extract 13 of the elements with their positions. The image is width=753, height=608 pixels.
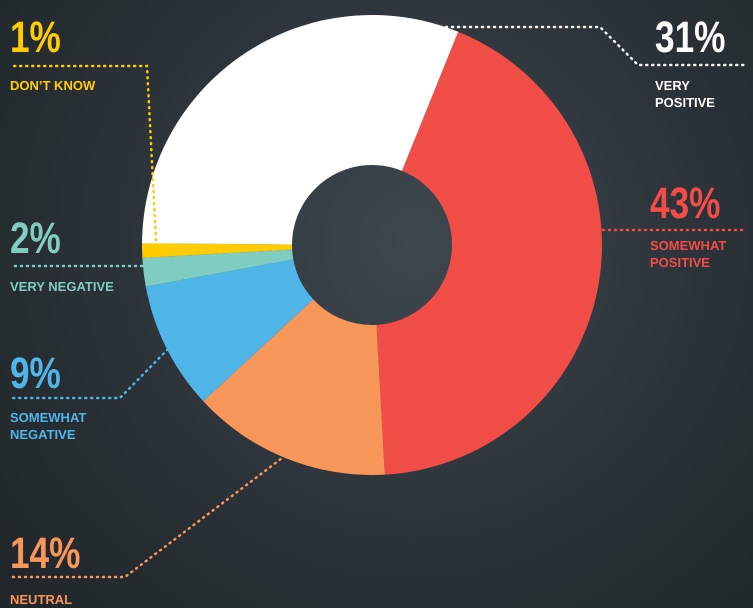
donut-slice (142, 243, 292, 258)
data-label: 43% (650, 179, 720, 228)
slice-label: DON’T KNOW (10, 78, 96, 93)
data-label: 9% (10, 349, 61, 398)
slice-label: VERY POSITIVE (655, 78, 716, 110)
data-label: 31% (655, 13, 726, 62)
data-label: 1% (10, 13, 61, 62)
slice-label: NEUTRAL (10, 592, 72, 607)
data-label: 14% (10, 529, 80, 578)
slice-label: VERY NEGATIVE (10, 279, 114, 294)
slice-label: SOMEWHAT POSITIVE (650, 238, 726, 270)
slice-label: SOMEWHAT NEGATIVE (10, 410, 86, 442)
data-label: 2% (10, 214, 61, 263)
